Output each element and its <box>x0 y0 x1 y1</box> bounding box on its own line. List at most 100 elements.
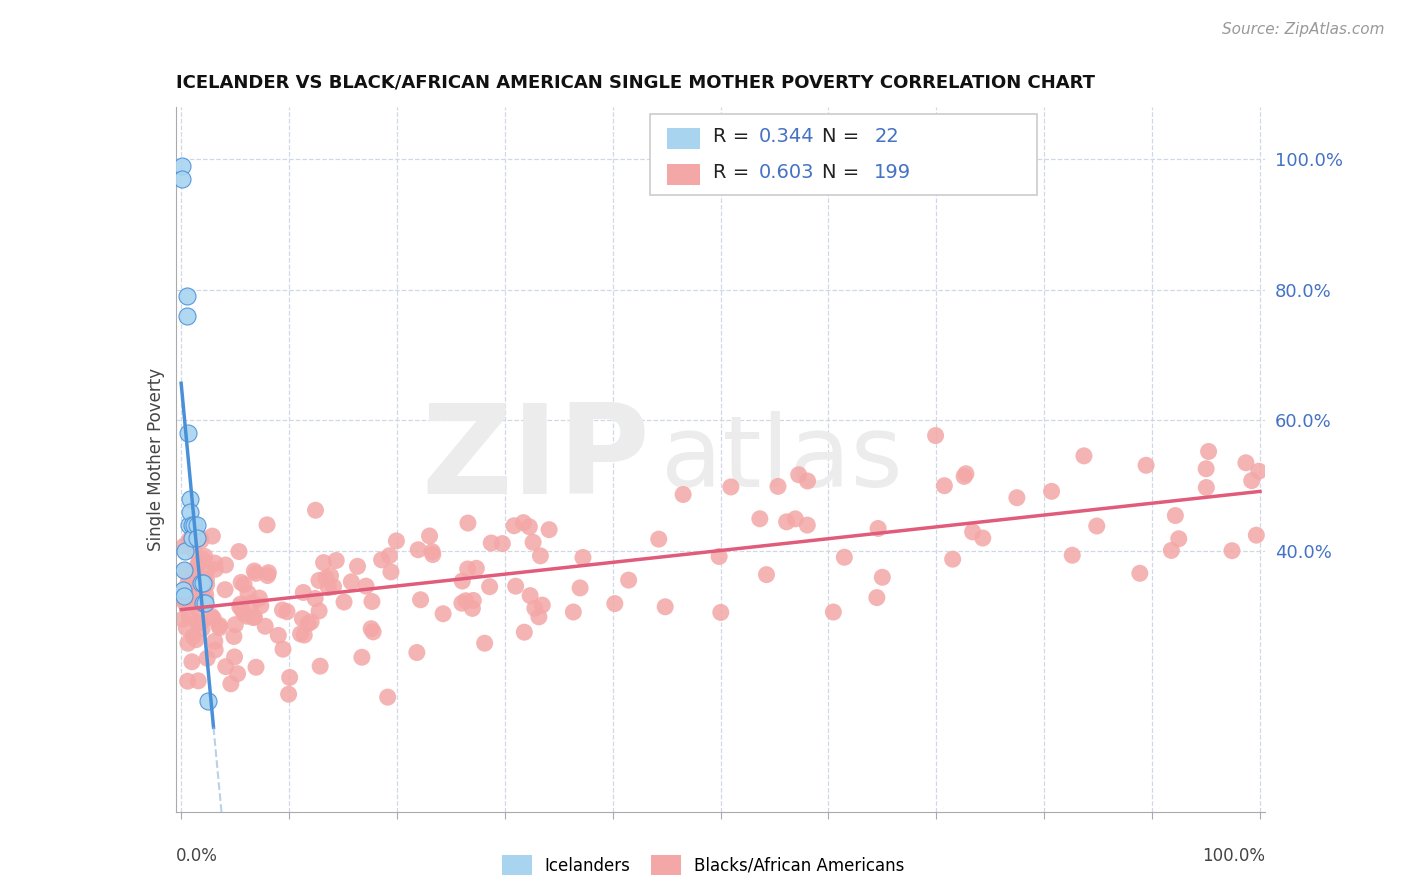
Point <box>181 517 204 532</box>
Point <box>370 553 392 567</box>
Point <box>172 582 194 597</box>
Point <box>222 630 245 644</box>
Point <box>322 580 344 594</box>
Point <box>184 593 207 607</box>
Point <box>346 559 368 574</box>
Point <box>1220 543 1243 558</box>
Point <box>179 491 201 506</box>
Point <box>276 605 298 619</box>
Point <box>173 590 195 604</box>
Point <box>190 615 212 630</box>
Point <box>292 628 315 642</box>
Point <box>755 567 778 582</box>
Point <box>181 630 204 644</box>
Point <box>796 518 818 533</box>
Point <box>242 610 264 624</box>
Point <box>1240 474 1263 488</box>
Point <box>277 687 299 701</box>
Point <box>174 596 197 610</box>
Point <box>267 628 290 642</box>
Text: atlas: atlas <box>661 411 903 508</box>
Point <box>236 609 259 624</box>
Point <box>479 536 502 550</box>
Point <box>257 566 280 580</box>
Point <box>250 599 273 613</box>
Point <box>190 533 212 548</box>
Point <box>350 650 373 665</box>
Point <box>866 591 889 605</box>
Point <box>292 585 315 599</box>
Point <box>194 549 217 564</box>
Point <box>457 562 479 576</box>
Point <box>1195 481 1218 495</box>
Point <box>224 617 246 632</box>
Point <box>418 529 440 543</box>
Point <box>522 535 544 549</box>
Point <box>512 516 534 530</box>
Point <box>720 480 742 494</box>
Point <box>531 598 554 612</box>
Point <box>183 517 205 532</box>
Point <box>872 570 894 584</box>
Legend: Icelanders, Blacks/African Americans: Icelanders, Blacks/African Americans <box>502 855 904 875</box>
Point <box>197 694 219 708</box>
Point <box>243 610 266 624</box>
Point <box>271 603 294 617</box>
Point <box>183 544 205 558</box>
Point <box>378 549 401 563</box>
Point <box>491 536 513 550</box>
Point <box>231 575 253 590</box>
Point <box>503 518 526 533</box>
Point <box>186 517 208 532</box>
Point <box>215 659 238 673</box>
Point <box>538 523 561 537</box>
Point <box>172 583 194 598</box>
Point <box>360 622 382 636</box>
Point <box>172 171 194 186</box>
Point <box>461 601 484 615</box>
Point <box>194 587 217 601</box>
Point <box>201 529 224 543</box>
Point <box>174 564 197 578</box>
Point <box>297 616 319 631</box>
Point <box>233 577 256 591</box>
Point <box>214 558 236 572</box>
Point <box>710 606 733 620</box>
Point <box>177 517 200 532</box>
Point <box>924 428 946 442</box>
Point <box>228 544 250 558</box>
Point <box>562 605 585 619</box>
Point <box>195 563 218 577</box>
Point <box>942 552 965 566</box>
Point <box>409 592 432 607</box>
Point <box>934 479 956 493</box>
Point <box>451 596 474 610</box>
Point <box>1234 456 1257 470</box>
Point <box>177 574 200 589</box>
Point <box>361 594 384 608</box>
Point <box>226 666 249 681</box>
Point <box>176 426 198 441</box>
Point <box>176 581 198 595</box>
Point <box>204 634 226 648</box>
Text: 100.0%: 100.0% <box>1202 847 1265 865</box>
Point <box>972 531 994 545</box>
Point <box>188 530 211 544</box>
Point <box>174 543 197 558</box>
Point <box>195 651 218 665</box>
Point <box>523 601 546 615</box>
Point <box>1247 464 1270 478</box>
Point <box>179 505 201 519</box>
Point <box>1005 491 1028 505</box>
Point <box>309 659 332 673</box>
Point <box>204 556 226 570</box>
Point <box>420 544 443 558</box>
Point <box>519 520 541 534</box>
Point <box>406 542 429 557</box>
Point <box>219 677 242 691</box>
Point <box>194 574 217 589</box>
Point <box>603 597 626 611</box>
Point <box>174 621 197 635</box>
Point <box>648 532 671 546</box>
Text: N =: N = <box>823 127 866 145</box>
